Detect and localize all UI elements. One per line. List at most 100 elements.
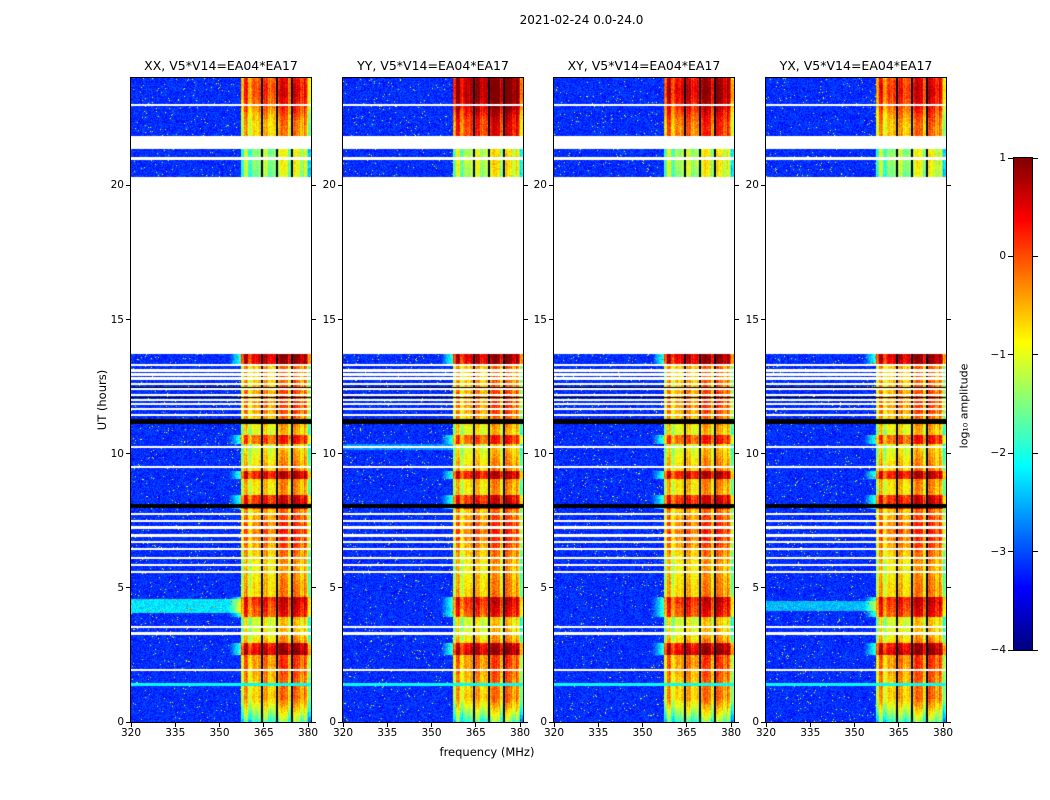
x-tick-label: 320	[120, 727, 142, 739]
y-tick-label: 15	[533, 313, 547, 326]
x-tick-label: 365	[253, 727, 274, 739]
colorbar-tick	[1008, 354, 1013, 356]
y-tick	[735, 184, 739, 186]
y-tick	[312, 453, 316, 455]
spectrogram-panel-xy	[553, 77, 735, 723]
y-tick	[524, 721, 528, 723]
x-tick-label: 350	[632, 727, 653, 739]
x-tick	[765, 723, 767, 727]
y-tick	[947, 319, 951, 320]
x-tick-label: 380	[721, 727, 742, 739]
y-tick	[735, 319, 739, 320]
x-tick	[898, 723, 900, 727]
y-tick-label: 20	[745, 179, 759, 192]
y-tick	[338, 453, 342, 455]
y-tick	[126, 587, 130, 589]
x-tick-label: 320	[755, 727, 777, 739]
y-tick	[549, 184, 553, 186]
y-tick-label: 0	[752, 716, 759, 728]
x-tick	[730, 723, 732, 727]
y-tick	[549, 319, 553, 320]
y-tick	[947, 587, 951, 589]
y-tick-label: 0	[329, 716, 336, 728]
colorbar-tick	[1008, 551, 1013, 553]
spectrogram-canvas-yx	[766, 78, 946, 722]
y-tick-label: 5	[117, 581, 124, 594]
colorbar-tick	[1008, 452, 1013, 454]
y-tick-label: 15	[322, 313, 336, 326]
y-tick	[126, 319, 130, 320]
x-tick	[809, 723, 811, 727]
x-tick-label: 350	[421, 727, 442, 739]
x-tick	[342, 723, 344, 727]
spectrogram-panel-xx	[130, 77, 312, 723]
y-tick	[312, 721, 316, 723]
colorbar-frame	[1013, 157, 1033, 651]
x-tick	[686, 723, 688, 727]
y-tick-label: 10	[110, 447, 124, 460]
x-tick	[431, 723, 433, 727]
colorbar-tick-label: 1	[999, 152, 1006, 164]
y-tick	[947, 721, 951, 723]
y-tick	[338, 721, 342, 723]
colorbar-canvas	[1014, 158, 1032, 650]
x-tick-label: 380	[933, 727, 954, 739]
colorbar-tick	[1008, 255, 1013, 257]
y-tick-label: 0	[117, 716, 124, 728]
y-tick-label: 15	[745, 313, 759, 326]
panel-title-xx: XX, V5*V14=EA04*EA17	[144, 58, 298, 73]
x-tick-label: 350	[844, 727, 865, 739]
colorbar-tick-label: −1	[990, 348, 1006, 361]
y-tick-label: 20	[533, 179, 547, 192]
x-axis-label: frequency (MHz)	[439, 745, 535, 759]
x-tick	[307, 723, 309, 727]
y-tick	[126, 184, 130, 186]
spectrogram-canvas-xy	[554, 78, 734, 722]
y-tick-label: 5	[540, 581, 547, 594]
y-tick	[761, 453, 765, 455]
panel-title-xy: XY, V5*V14=EA04*EA17	[567, 58, 721, 73]
x-tick	[942, 723, 944, 727]
spectrogram-panel-yx	[765, 77, 947, 723]
y-tick	[338, 319, 342, 320]
y-tick	[126, 721, 130, 723]
y-tick-label: 20	[322, 179, 336, 192]
y-tick-label: 5	[752, 581, 759, 594]
y-tick	[312, 319, 316, 320]
colorbar-tick	[1033, 452, 1038, 454]
y-tick	[947, 453, 951, 455]
y-tick-label: 0	[540, 716, 547, 728]
y-axis-label: UT (hours)	[95, 369, 109, 431]
spectrogram-canvas-xx	[131, 78, 311, 722]
x-tick	[263, 723, 265, 727]
colorbar-tick-label: −3	[990, 545, 1006, 558]
x-tick-label: 350	[209, 727, 230, 739]
panel-title-yx: YX, V5*V14=EA04*EA17	[779, 58, 933, 73]
x-tick-label: 365	[676, 727, 697, 739]
x-tick-label: 365	[465, 727, 486, 739]
spectrogram-canvas-yy	[343, 78, 523, 722]
y-tick	[312, 184, 316, 186]
x-tick-label: 335	[588, 727, 609, 739]
y-tick-label: 10	[745, 447, 759, 460]
x-tick	[219, 723, 221, 727]
y-tick	[338, 184, 342, 186]
y-tick	[312, 587, 316, 589]
x-tick-label: 335	[800, 727, 821, 739]
y-tick-label: 10	[322, 447, 336, 460]
x-tick	[642, 723, 644, 727]
y-tick	[761, 319, 765, 320]
y-tick	[549, 587, 553, 589]
x-tick-label: 365	[888, 727, 909, 739]
x-tick-label: 380	[510, 727, 531, 739]
y-tick	[524, 453, 528, 455]
colorbar-tick	[1033, 649, 1038, 651]
colorbar-tick	[1008, 649, 1013, 651]
x-tick-label: 320	[543, 727, 565, 739]
x-tick	[519, 723, 521, 727]
y-tick	[549, 453, 553, 455]
y-tick	[524, 587, 528, 589]
colorbar-tick	[1033, 157, 1038, 159]
y-tick	[735, 587, 739, 589]
y-tick	[126, 453, 130, 455]
